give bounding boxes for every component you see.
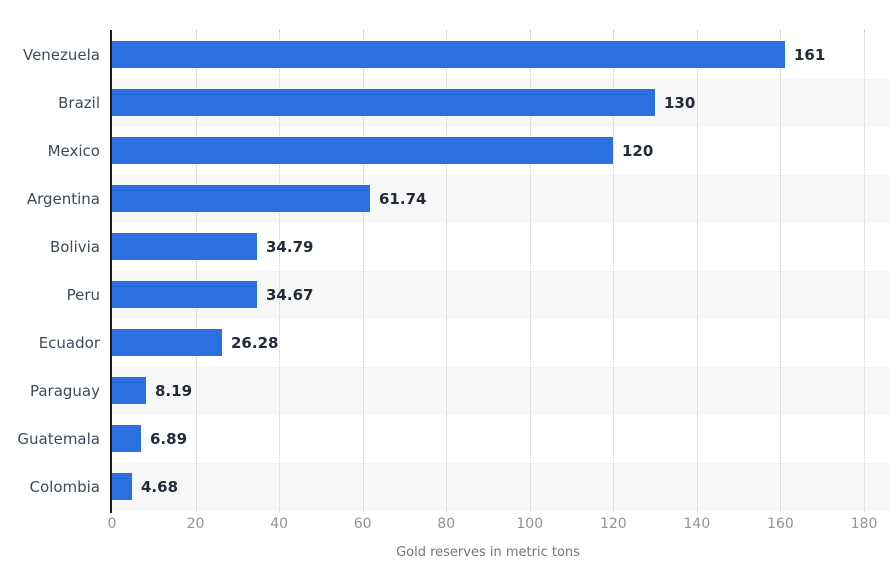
x-tick-label: 100	[516, 516, 544, 532]
value-label: 34.79	[266, 238, 314, 256]
bar-row: 8.19	[112, 367, 889, 415]
category-label: Argentina	[26, 190, 100, 208]
bar	[112, 233, 257, 260]
gridline	[696, 30, 698, 512]
category-label: Peru	[66, 286, 100, 304]
x-tick-label: 0	[107, 516, 117, 532]
x-tick-label: 180	[850, 516, 878, 532]
category-label: Mexico	[47, 142, 100, 160]
bar	[112, 185, 370, 212]
value-label: 161	[794, 46, 826, 64]
category-label: Venezuela	[22, 46, 100, 64]
x-tick-label: 120	[599, 516, 627, 532]
bar-row: 61.74	[112, 175, 889, 223]
category-label: Brazil	[58, 94, 100, 112]
gridline	[195, 30, 197, 512]
bar-row: 34.79	[112, 223, 889, 271]
bar	[112, 89, 655, 116]
x-tick-label: 160	[767, 516, 794, 532]
bar-row: 26.28	[112, 319, 889, 367]
category-label: Colombia	[29, 478, 101, 496]
gridline	[362, 30, 364, 512]
x-tick-label: 140	[683, 516, 711, 532]
value-label: 4.68	[141, 478, 179, 496]
y-axis-line	[110, 30, 112, 513]
gridline	[780, 30, 782, 512]
bar	[112, 41, 785, 68]
category-label: Ecuador	[38, 334, 100, 352]
bar	[112, 425, 141, 452]
value-label: 61.74	[379, 190, 427, 208]
value-label: 8.19	[155, 382, 193, 400]
bar-row: 34.67	[112, 271, 889, 319]
gridline	[529, 30, 531, 512]
value-label: 26.28	[231, 334, 279, 352]
gridline	[864, 30, 865, 512]
bar-row: 161	[112, 31, 889, 79]
category-label: Guatemala	[17, 430, 100, 448]
bar	[112, 473, 132, 500]
x-tick-label: 20	[186, 516, 205, 532]
row-stripe	[112, 463, 889, 511]
category-label: Paraguay	[29, 382, 100, 400]
bar-row: 120	[112, 127, 889, 175]
gridline	[613, 30, 615, 512]
bar-row: 6.89	[112, 415, 889, 463]
bar	[112, 281, 257, 308]
bar-row: 130	[112, 79, 889, 127]
value-label: 120	[622, 142, 654, 160]
value-label: 34.67	[266, 286, 314, 304]
x-axis-title: Gold reserves in metric tons	[396, 545, 580, 560]
x-tick-label: 40	[270, 516, 289, 532]
bar	[112, 137, 613, 164]
bar	[112, 329, 222, 356]
gridline	[446, 30, 448, 512]
bar	[112, 377, 146, 404]
value-label: 130	[664, 94, 696, 112]
value-label: 6.89	[150, 430, 188, 448]
x-tick-label: 60	[353, 516, 372, 532]
bar-row: 4.68	[112, 463, 889, 511]
category-label: Bolivia	[49, 238, 100, 256]
gridline	[279, 30, 281, 512]
row-stripe	[112, 367, 889, 415]
x-tick-label: 80	[437, 516, 456, 532]
